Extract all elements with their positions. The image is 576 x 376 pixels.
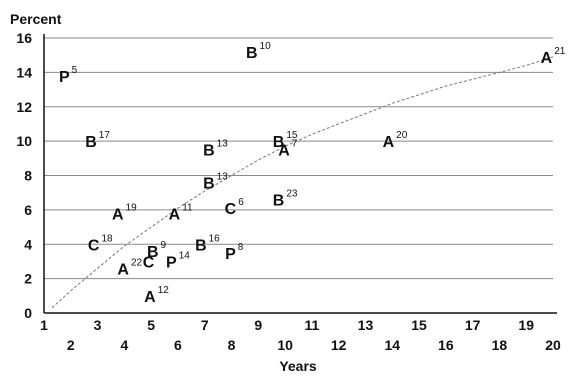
axes — [43, 34, 557, 314]
x-tick-label: 9 — [254, 317, 262, 333]
x-tick-label: 20 — [545, 337, 561, 353]
x-tick-label: 6 — [174, 337, 182, 353]
point-superscript: 10 — [260, 41, 272, 52]
x-tick-label: 4 — [120, 337, 128, 353]
data-point: B 13 — [203, 171, 228, 192]
point-superscript: 13 — [217, 139, 229, 150]
point-letter: C — [225, 201, 237, 218]
point-superscript: 16 — [209, 233, 221, 244]
point-superscript: 12 — [158, 285, 170, 296]
x-tick-label: 7 — [201, 317, 209, 333]
point-letter: A — [144, 289, 156, 306]
data-point: A 22 — [117, 257, 142, 278]
data-point: A 20 — [383, 130, 408, 151]
data-point: C 18 — [88, 233, 113, 254]
x-tick-label: 19 — [518, 317, 534, 333]
x-tick-label: 18 — [492, 337, 508, 353]
point-letter: A — [112, 206, 124, 223]
y-tick-label: 2 — [24, 271, 32, 287]
point-superscript: 23 — [286, 189, 298, 200]
point-superscript: 15 — [286, 130, 298, 141]
x-tick-label: 2 — [67, 337, 75, 353]
x-tick-label: 5 — [147, 317, 155, 333]
x-tick-label: 13 — [358, 317, 374, 333]
point-letter: B — [147, 244, 159, 261]
point-superscript: 7 — [292, 139, 298, 150]
point-letter: B — [273, 134, 285, 151]
x-tick-label: 3 — [94, 317, 102, 333]
y-axis-label: Percent — [10, 11, 62, 27]
point-superscript: 19 — [126, 202, 138, 213]
point-superscript: 6 — [238, 197, 244, 208]
point-letter: B — [195, 237, 207, 254]
point-superscript: 14 — [179, 250, 191, 261]
data-point: A 21 — [541, 46, 566, 67]
y-tick-label: 8 — [24, 168, 32, 184]
point-superscript: 21 — [554, 46, 566, 57]
point-letter: P — [225, 246, 236, 263]
data-point: A 19 — [112, 202, 137, 223]
data-point: B 15 — [273, 130, 298, 151]
point-letter: P — [166, 254, 177, 271]
data-point: B 10 — [246, 41, 271, 62]
data-points: P 5B 10A 21B 17B 13 B 15A 7 A 20B 13B 23A 19 A 11 C 6C 18B… — [59, 41, 566, 306]
point-letter: A — [117, 261, 129, 278]
point-letter: B — [203, 175, 215, 192]
y-tick-label: 16 — [16, 30, 32, 46]
point-superscript: 11 — [182, 202, 193, 213]
x-axis-label: Years — [279, 358, 317, 374]
data-point: B 23 — [273, 189, 298, 210]
point-superscript: 18 — [101, 233, 113, 244]
point-superscript: 8 — [238, 242, 244, 253]
point-superscript: 22 — [131, 257, 143, 268]
y-tick-label: 0 — [24, 305, 32, 321]
x-tick-label: 15 — [411, 317, 427, 333]
x-tick-label: 14 — [384, 337, 400, 353]
point-superscript: 20 — [396, 130, 408, 141]
point-superscript: 17 — [99, 130, 111, 141]
x-tick-label: 16 — [438, 337, 454, 353]
y-tick-label: 12 — [16, 99, 32, 115]
point-letter: A — [169, 206, 181, 223]
point-letter: P — [59, 69, 70, 86]
point-letter: B — [273, 193, 285, 210]
y-tick-label: 10 — [16, 133, 32, 149]
y-tick-label: 14 — [16, 64, 32, 80]
point-letter: A — [383, 134, 395, 151]
grid-lines — [44, 37, 553, 280]
point-superscript: 13 — [217, 171, 229, 182]
data-point: P 14 — [166, 250, 190, 271]
data-point: B 16 — [195, 233, 220, 254]
point-letter: C — [143, 254, 155, 271]
data-point: B 13 — [203, 139, 228, 160]
x-tick-label: 11 — [304, 317, 319, 333]
y-tick-label: 4 — [24, 236, 32, 252]
point-letter: C — [88, 237, 100, 254]
data-point: A 12 — [144, 285, 169, 306]
point-superscript: 5 — [72, 65, 78, 76]
point-letter: B — [203, 143, 215, 160]
x-tick-label: 10 — [277, 337, 293, 353]
point-letter: A — [541, 50, 553, 67]
data-point: B 17 — [85, 130, 110, 151]
point-letter: A — [278, 143, 290, 160]
data-point: A 11 — [169, 202, 193, 223]
point-letter: B — [85, 134, 97, 151]
point-superscript: 9 — [161, 240, 167, 251]
data-point: C — [143, 254, 155, 271]
x-tick-label: 1 — [40, 317, 48, 333]
x-tick-label: 17 — [465, 317, 481, 333]
y-tick-label: 6 — [24, 202, 32, 218]
trend-curve — [51, 56, 554, 309]
x-tick-label: 12 — [331, 337, 347, 353]
point-letter: B — [246, 45, 258, 62]
x-tick-label: 8 — [228, 337, 236, 353]
